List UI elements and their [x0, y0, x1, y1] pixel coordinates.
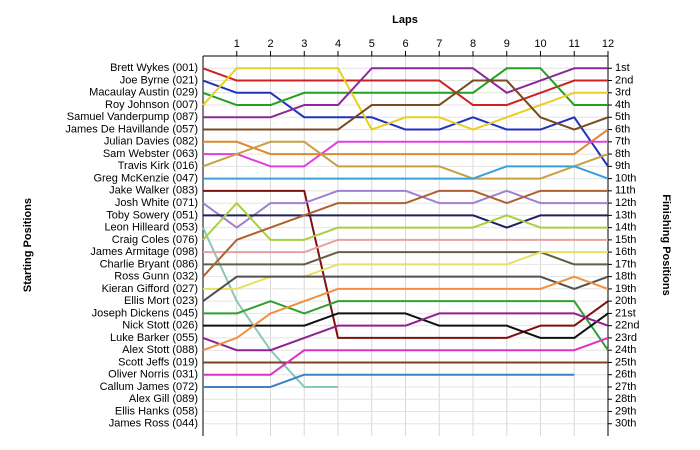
driver-label: Travis Kirk (016)	[118, 160, 198, 172]
position-line	[203, 67, 608, 119]
driver-label: Alex Stott (088)	[122, 344, 198, 356]
driver-label: Brett Wykes (001)	[110, 62, 198, 74]
driver-label: Callum James (072)	[100, 381, 198, 393]
position-line	[202, 202, 608, 241]
position-line	[202, 140, 609, 180]
y2-tick-label: 20th	[615, 295, 636, 307]
x-tick-label: 9	[504, 38, 510, 50]
position-line	[202, 189, 608, 278]
y2-tick-label: 12th	[615, 197, 636, 209]
y2-tick-label: 17th	[615, 258, 636, 270]
driver-label: Sam Webster (063)	[103, 148, 198, 160]
driver-label: Greg McKenzie (047)	[93, 172, 198, 184]
chart-title: Laps	[392, 14, 418, 26]
y2-tick-label: 22nd	[615, 320, 639, 332]
driver-label: Joe Byrne (021)	[120, 74, 198, 86]
x-tick-label: 12	[602, 38, 614, 50]
y2-tick-label: 23rd	[615, 332, 637, 344]
position-line	[202, 189, 608, 229]
x-tick-label: 11	[569, 38, 580, 50]
driver-label: Kieran Gifford (027)	[102, 283, 198, 295]
y2-tick-label: 18th	[615, 271, 636, 283]
position-line	[203, 214, 608, 229]
x-tick-label: 6	[402, 38, 408, 50]
y2-tick-label: 16th	[615, 246, 636, 258]
y2-tick-label: 4th	[615, 99, 630, 111]
position-line	[202, 67, 608, 107]
x-tick-label: 3	[301, 38, 307, 50]
y2-tick-label: 2nd	[615, 74, 633, 86]
position-line	[203, 128, 609, 156]
y2-tick-label: 5th	[615, 111, 630, 123]
position-line	[203, 336, 609, 376]
x-tick-label: 4	[335, 38, 341, 50]
y2-tick-label: 19th	[615, 283, 636, 295]
y2-tick-label: 3rd	[615, 87, 631, 99]
y2-tick-label: 10th	[615, 172, 636, 184]
position-line	[203, 79, 609, 131]
y2-tick-label: 14th	[615, 222, 636, 234]
y2-tick-label: 6th	[615, 123, 630, 135]
x-tick-label: 8	[470, 38, 476, 50]
driver-label: Toby Sowery (051)	[106, 209, 198, 221]
position-line	[203, 300, 609, 351]
driver-label: Oliver Norris (031)	[108, 369, 198, 381]
driver-label: Charlie Bryant (086)	[100, 258, 198, 270]
position-line	[202, 312, 609, 352]
y2-tick-label: 30th	[615, 418, 636, 430]
y2-tick-label: 28th	[615, 393, 636, 405]
y2-tick-label: 25th	[615, 356, 636, 368]
driver-label: Ross Gunn (032)	[114, 271, 198, 283]
x-tick-label: 1	[234, 38, 240, 50]
driver-label: Leon Hilleard (053)	[104, 222, 198, 234]
position-line	[203, 373, 575, 388]
driver-label: Samuel Vanderpump (087)	[67, 111, 198, 123]
x-tick-label: 7	[436, 38, 442, 50]
driver-label: Scott Jeffs (019)	[118, 356, 198, 368]
position-line	[202, 79, 609, 167]
x-tick-label: 5	[369, 38, 375, 50]
driver-label: Alex Gill (089)	[129, 393, 198, 405]
y2-tick-label: 8th	[615, 148, 630, 160]
y2-tick-label: 11th	[615, 185, 636, 197]
driver-label: Joseph Dickens (045)	[92, 307, 198, 319]
x-tick-label: 2	[267, 38, 273, 50]
y2-tick-label: 24th	[615, 344, 636, 356]
driver-label: Josh White (071)	[115, 197, 198, 209]
y2-tick-label: 7th	[615, 136, 630, 148]
y2-tick-label: 15th	[615, 234, 636, 246]
position-line	[202, 275, 609, 352]
position-line	[203, 312, 609, 339]
driver-label: Craig Coles (076)	[112, 234, 198, 246]
position-line	[203, 189, 609, 339]
y2-tick-label: 26th	[615, 369, 636, 381]
position-line	[203, 165, 609, 180]
y2-tick-label: 9th	[615, 160, 630, 172]
y2-tick-label: 1st	[615, 62, 630, 74]
driver-label: Jake Walker (083)	[109, 185, 198, 197]
driver-label: James De Havillande (057)	[65, 123, 198, 135]
y-axis-label: Starting Positions	[22, 198, 34, 292]
driver-label: Ellis Mort (023)	[124, 295, 198, 307]
driver-label: Luke Barker (055)	[110, 332, 198, 344]
position-line	[202, 67, 608, 107]
position-line	[203, 238, 608, 254]
y2-tick-label: 27th	[615, 381, 636, 393]
y2-tick-label: 21st	[615, 307, 636, 319]
driver-label: Nick Stott (026)	[122, 320, 198, 332]
position-line	[203, 140, 608, 168]
driver-label: Ellis Hanks (058)	[115, 405, 198, 417]
driver-label: James Armitage (098)	[90, 246, 198, 258]
driver-label: James Ross (044)	[109, 418, 198, 430]
x-tick-label: 10	[534, 38, 546, 50]
driver-label: Julian Davies (082)	[104, 136, 198, 148]
driver-label: Macaulay Austin (029)	[89, 87, 198, 99]
y2-axis-label: Finishing Positions	[660, 194, 672, 295]
driver-label: Roy Johnson (007)	[105, 99, 198, 111]
position-line	[202, 67, 608, 131]
position-line	[202, 275, 609, 302]
y2-tick-label: 13th	[615, 209, 636, 221]
y2-tick-label: 29th	[615, 405, 636, 417]
